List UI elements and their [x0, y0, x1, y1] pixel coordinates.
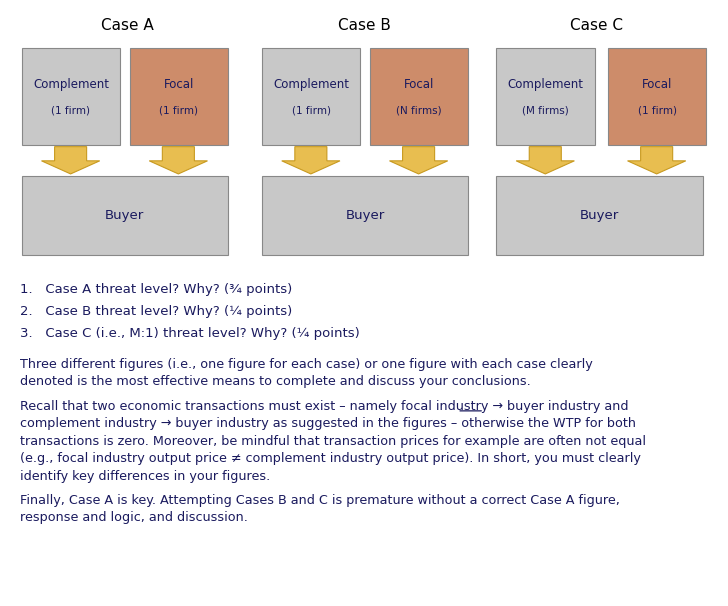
Polygon shape — [282, 147, 340, 174]
FancyBboxPatch shape — [22, 176, 228, 255]
Polygon shape — [516, 147, 574, 174]
Text: 1.   Case A threat level? Why? (¾ points): 1. Case A threat level? Why? (¾ points) — [20, 283, 293, 296]
Text: Buyer: Buyer — [106, 208, 144, 222]
Text: Recall that two economic transactions must exist – namely focal industry → buyer: Recall that two economic transactions mu… — [20, 400, 646, 483]
FancyBboxPatch shape — [496, 48, 595, 145]
Text: (1 firm): (1 firm) — [52, 105, 90, 115]
Text: (M firms): (M firms) — [522, 105, 569, 115]
FancyBboxPatch shape — [370, 48, 468, 145]
FancyBboxPatch shape — [130, 48, 228, 145]
Text: Buyer: Buyer — [346, 208, 384, 222]
Text: 2.   Case B threat level? Why? (¼ points): 2. Case B threat level? Why? (¼ points) — [20, 305, 293, 318]
Text: (1 firm): (1 firm) — [159, 105, 198, 115]
Text: Case C: Case C — [571, 18, 623, 33]
Text: (N firms): (N firms) — [396, 105, 442, 115]
Polygon shape — [41, 147, 100, 174]
Text: 3.   Case C (i.e., M:1) threat level? Why? (¼ points): 3. Case C (i.e., M:1) threat level? Why?… — [20, 327, 360, 340]
Text: Complement: Complement — [33, 78, 109, 92]
Polygon shape — [149, 147, 207, 174]
Text: Three different figures (i.e., one figure for each case) or one figure with each: Three different figures (i.e., one figur… — [20, 358, 593, 388]
FancyBboxPatch shape — [262, 176, 468, 255]
FancyBboxPatch shape — [262, 48, 360, 145]
Text: Focal: Focal — [164, 78, 194, 92]
Text: Complement: Complement — [273, 78, 349, 92]
Polygon shape — [628, 147, 686, 174]
FancyBboxPatch shape — [608, 48, 706, 145]
Text: Case A: Case A — [101, 18, 154, 33]
Text: Focal: Focal — [642, 78, 672, 92]
Text: (1 firm): (1 firm) — [638, 105, 676, 115]
Text: Buyer: Buyer — [580, 208, 619, 222]
FancyBboxPatch shape — [496, 176, 703, 255]
Text: (1 firm): (1 firm) — [292, 105, 331, 115]
Polygon shape — [389, 147, 448, 174]
Text: Complement: Complement — [507, 78, 584, 92]
Text: Case B: Case B — [338, 18, 390, 33]
FancyBboxPatch shape — [22, 48, 120, 145]
Text: Focal: Focal — [404, 78, 434, 92]
Text: Finally, Case A is key. Attempting Cases B and C is premature without a correct : Finally, Case A is key. Attempting Cases… — [20, 494, 620, 524]
